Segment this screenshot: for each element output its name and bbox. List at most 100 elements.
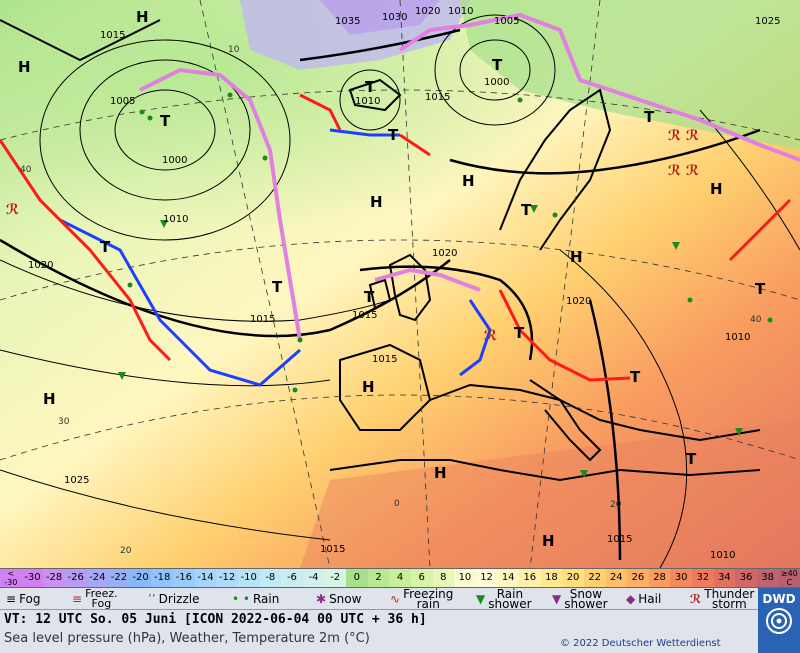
rain-dot <box>262 155 268 161</box>
temp-isoline-label: 40 <box>750 315 762 325</box>
legend-fog: ≡ Fog <box>6 588 41 610</box>
thunderstorm-icon: ℛ <box>686 163 699 179</box>
green-east-north <box>460 0 800 150</box>
dwd-spiral-icon <box>766 608 792 634</box>
scale-cell: 20 <box>562 569 584 587</box>
low-marker: T <box>630 368 641 386</box>
high-marker: H <box>43 390 56 408</box>
pressure-labels: 1015 1005 1000 1010 1020 1025 1035 1030 … <box>28 6 780 561</box>
high-marker: H <box>570 248 583 266</box>
legend-rain-label: Rain <box>252 592 280 606</box>
isobar-label: 1020 <box>432 248 457 259</box>
scale-cell: -8 <box>259 569 282 587</box>
freezing-fog-icon: ≡ <box>72 592 83 606</box>
legend-drizzle: ’’ Drizzle <box>148 588 199 610</box>
low-marker: T <box>364 288 375 306</box>
occluded-front-atlantic <box>139 67 302 341</box>
high-marker: H <box>542 532 555 550</box>
legend-rain-shower-line2: shower <box>488 597 532 611</box>
scale-cell: 38 <box>756 569 779 587</box>
isobar-label: 1010 <box>710 550 735 561</box>
scale-cell: 14 <box>497 569 519 587</box>
scale-cell: 26 <box>627 569 649 587</box>
scale-cell: 28 <box>648 569 671 587</box>
isobar-label: 1030 <box>382 12 407 23</box>
thunderstorm-icon: ℛ <box>668 128 681 144</box>
scale-cell: -4 <box>302 569 325 587</box>
high-marker: H <box>710 180 723 198</box>
rain-icon: • • <box>232 592 250 606</box>
high-marker: H <box>362 378 375 396</box>
weather-legend: ≡ Fog ≡ Freez. Fog ’’ Drizzle • • Rain ✱… <box>0 588 800 610</box>
low-marker: T <box>644 108 655 126</box>
coastline-mediterranean <box>429 383 761 442</box>
isobar-label: 1005 <box>494 16 519 27</box>
isobar-label: 1015 <box>352 310 377 321</box>
isobars <box>0 14 800 568</box>
rain-dot <box>517 97 523 103</box>
low-marker: T <box>388 126 399 144</box>
rain-shower-icon <box>735 428 743 436</box>
scale-cell: -6 <box>281 569 303 587</box>
coastline-iberia <box>339 343 432 431</box>
fog-icon: ≡ <box>6 592 17 606</box>
footer: VT: 12 UTC So. 05 Juni [ICON 2022-06-04 … <box>0 610 800 653</box>
cold-front-alps <box>459 299 492 377</box>
isobar-label: 1015 <box>320 544 345 555</box>
occluded-front-britain <box>374 267 481 292</box>
legend-freezing-rain: ∿ Freezing rain <box>390 588 453 610</box>
isobar-label: 1010 <box>355 96 380 107</box>
rain-dot <box>147 115 153 121</box>
scale-cell: 0 <box>346 569 368 587</box>
drizzle-icon: ’’ <box>148 592 156 606</box>
legend-thunderstorm-line1: Thunder <box>704 587 755 601</box>
legend-snow-shower-label: Snow shower <box>564 588 607 610</box>
scale-cell: 24 <box>605 569 628 587</box>
scale-cell: -18 <box>151 569 173 587</box>
low-marker: T <box>686 450 697 468</box>
snow-shower-icon: ▼ <box>552 592 562 606</box>
low-marker: T <box>100 238 111 256</box>
isobar-label: 1015 <box>425 92 450 103</box>
coastline-north-africa <box>329 459 761 482</box>
weather-map: ℛ ℛ ℛ ℛ ℛ ℛ 1015 1005 1000 1010 1020 102… <box>0 0 800 568</box>
scale-cell: 32 <box>692 569 714 587</box>
thick-isobars <box>0 28 761 561</box>
copyright: © 2022 Deutscher Wetterdienst <box>560 638 721 649</box>
coastline-iceland <box>348 78 402 112</box>
temp-isoline-label: 30 <box>58 417 70 427</box>
dwd-logo: DWD <box>758 588 800 653</box>
isobar-label: 1020 <box>566 296 591 307</box>
legend-rain-shower-label: Rain shower <box>488 588 532 611</box>
thunderstorm-symbols: ℛ ℛ ℛ ℛ ℛ ℛ <box>6 128 699 344</box>
coastline-greenland <box>0 19 161 62</box>
cold-front-iceland <box>329 128 400 137</box>
scale-cell: 6 <box>410 569 433 587</box>
legend-freezing-fog-line2: Fog <box>91 597 112 610</box>
legend-snow: ✱ Snow <box>316 588 361 610</box>
thunderstorm-icon: ℛ <box>690 592 702 606</box>
legend-rain-shower: ▼ Rain shower <box>476 588 532 610</box>
high-marker: H <box>434 464 447 482</box>
high-marker: H <box>136 8 149 26</box>
legend-hail-label: Hail <box>638 592 662 606</box>
thunderstorm-icon: ℛ <box>668 163 681 179</box>
legend-thunderstorm: ℛ Thunder storm <box>690 588 754 610</box>
scale-cell: 18 <box>540 569 563 587</box>
hail-icon: ◆ <box>626 592 636 606</box>
purple-core <box>320 0 440 35</box>
scale-cell: 36 <box>735 569 757 587</box>
isobar-label: 1010 <box>163 214 188 225</box>
legend-snow-shower: ▼ Snow shower <box>552 588 608 610</box>
thunderstorm-icon: ℛ <box>6 202 19 218</box>
rain-dot <box>292 387 298 393</box>
legend-fog-label: Fog <box>19 592 41 606</box>
pressure-centers: H H T T T T T T T T T T T T T H H H H H … <box>18 8 766 550</box>
temp-isoline-label: 20 <box>120 546 132 556</box>
rain-shower-icon <box>530 205 538 213</box>
isobar-label: 1035 <box>335 16 360 27</box>
red-south-area <box>300 420 800 568</box>
low-marker: T <box>365 78 376 96</box>
scale-cell: 22 <box>583 569 606 587</box>
rain-dot <box>127 282 133 288</box>
